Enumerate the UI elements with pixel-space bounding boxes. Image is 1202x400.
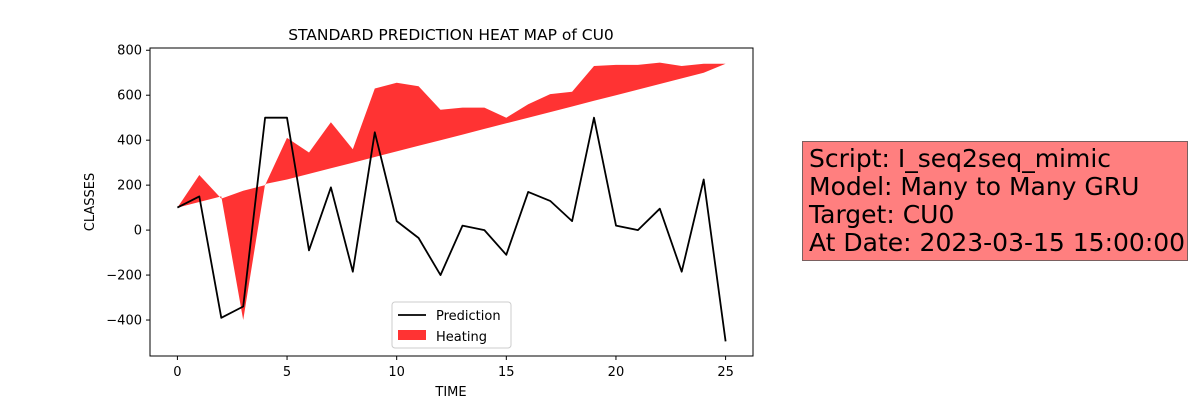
y-tick-label: 600 <box>117 89 142 104</box>
target-name: Target: CU0 <box>809 200 955 229</box>
prediction-series <box>176 116 727 342</box>
x-tick-label: 20 <box>608 365 625 380</box>
legend-heating-label: Heating <box>436 330 487 345</box>
heating-fill <box>177 62 726 320</box>
y-tick-label: −400 <box>106 314 142 329</box>
x-tick-label: 0 <box>173 365 181 380</box>
legend-prediction-label: Prediction <box>436 309 501 324</box>
x-tick-label: 5 <box>283 365 291 380</box>
prediction-date: At Date: 2023-03-15 15:00:00 <box>809 228 1186 257</box>
script-name: Script: I_seq2seq_mimic <box>809 144 1112 173</box>
x-tick-label: 10 <box>388 365 405 380</box>
y-tick-label: 200 <box>117 179 142 194</box>
heating-area <box>177 62 726 320</box>
legend: Prediction Heating <box>391 301 512 349</box>
x-tick-label: 15 <box>498 365 515 380</box>
x-axis-label: TIME <box>434 385 466 400</box>
y-axis-label: CLASSES <box>83 173 98 231</box>
y-tick-label: 800 <box>117 44 142 59</box>
plot-frame <box>149 47 754 357</box>
x-axis: 0 5 10 15 20 25 <box>173 356 734 380</box>
model-name: Model: Many to Many GRU <box>809 172 1140 201</box>
x-tick-label: 25 <box>717 365 734 380</box>
chart: 0 5 10 15 20 25 −400 −200 0 200 400 600 800 STANDAR… <box>83 26 754 400</box>
y-tick-label: −200 <box>106 269 142 284</box>
legend-heating-swatch <box>398 330 426 340</box>
chart-title: STANDARD PREDICTION HEAT MAP of CU0 <box>288 26 614 44</box>
y-axis: −400 −200 0 200 400 600 800 <box>106 44 150 329</box>
y-tick-label: 400 <box>117 134 142 149</box>
prediction-line <box>176 116 727 342</box>
model-info-box: Script: I_seq2seq_mimic Model: Many to M… <box>802 141 1188 261</box>
y-tick-label: 0 <box>134 224 142 239</box>
